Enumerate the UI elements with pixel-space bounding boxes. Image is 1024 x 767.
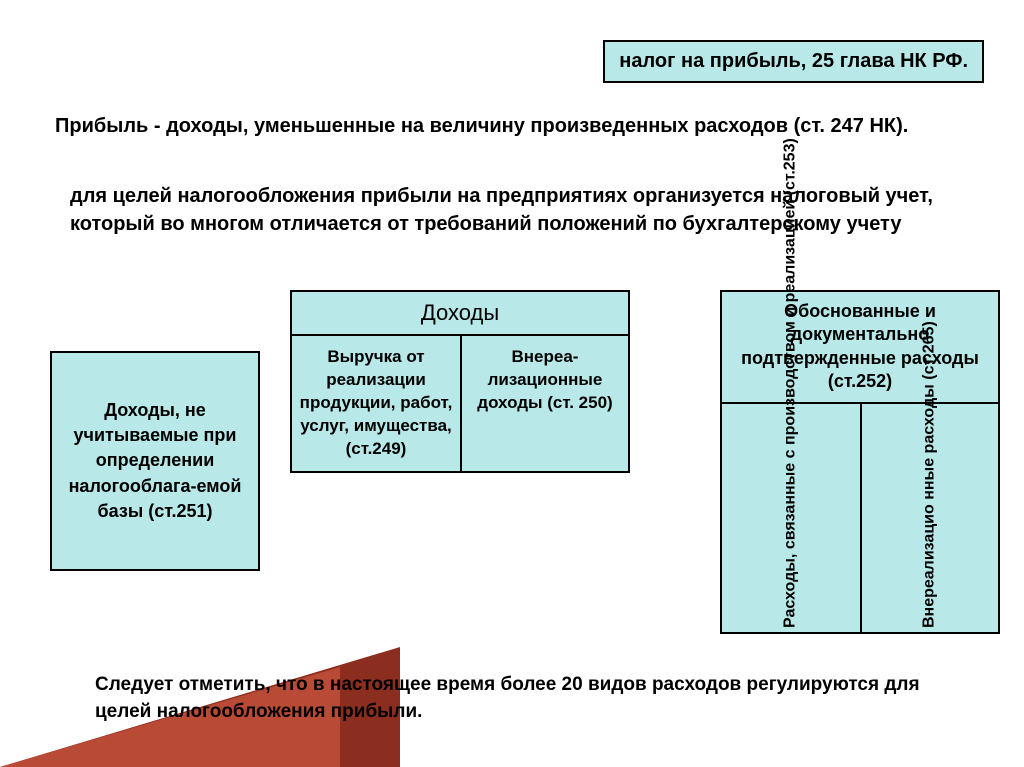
excluded-income-box: Доходы, не учитываемые при определении н… xyxy=(50,351,260,571)
expenses-col-production: Расходы, связанные с производством и реа… xyxy=(720,404,860,634)
footnote-paragraph: Следует отметить, что в настоящее время … xyxy=(95,672,975,725)
slide-title-box: налог на прибыль, 25 глава НК РФ. xyxy=(603,40,984,83)
expenses-header: Обоснованные и документально подтвержден… xyxy=(720,290,1000,404)
context-paragraph: для целей налогообложения прибыли на пре… xyxy=(70,182,970,238)
income-table: Доходы Выручка от реализации продукции, … xyxy=(290,290,630,473)
expenses-col-nonoperating-label: Внереализацио нные расходы (ст 265) xyxy=(920,408,941,628)
income-col-revenue: Выручка от реализации продукции, работ, … xyxy=(290,336,460,473)
income-header: Доходы xyxy=(290,290,630,336)
definition-paragraph: Прибыль - доходы, уменьшенные на величин… xyxy=(55,112,955,140)
expenses-table: Обоснованные и документально подтвержден… xyxy=(720,290,1000,634)
income-col-nonoperating: Внереа-лизационные доходы (ст. 250) xyxy=(460,336,630,473)
expenses-col-production-label: Расходы, связанные с производством и реа… xyxy=(781,408,802,628)
expenses-col-nonoperating: Внереализацио нные расходы (ст 265) xyxy=(860,404,1000,634)
